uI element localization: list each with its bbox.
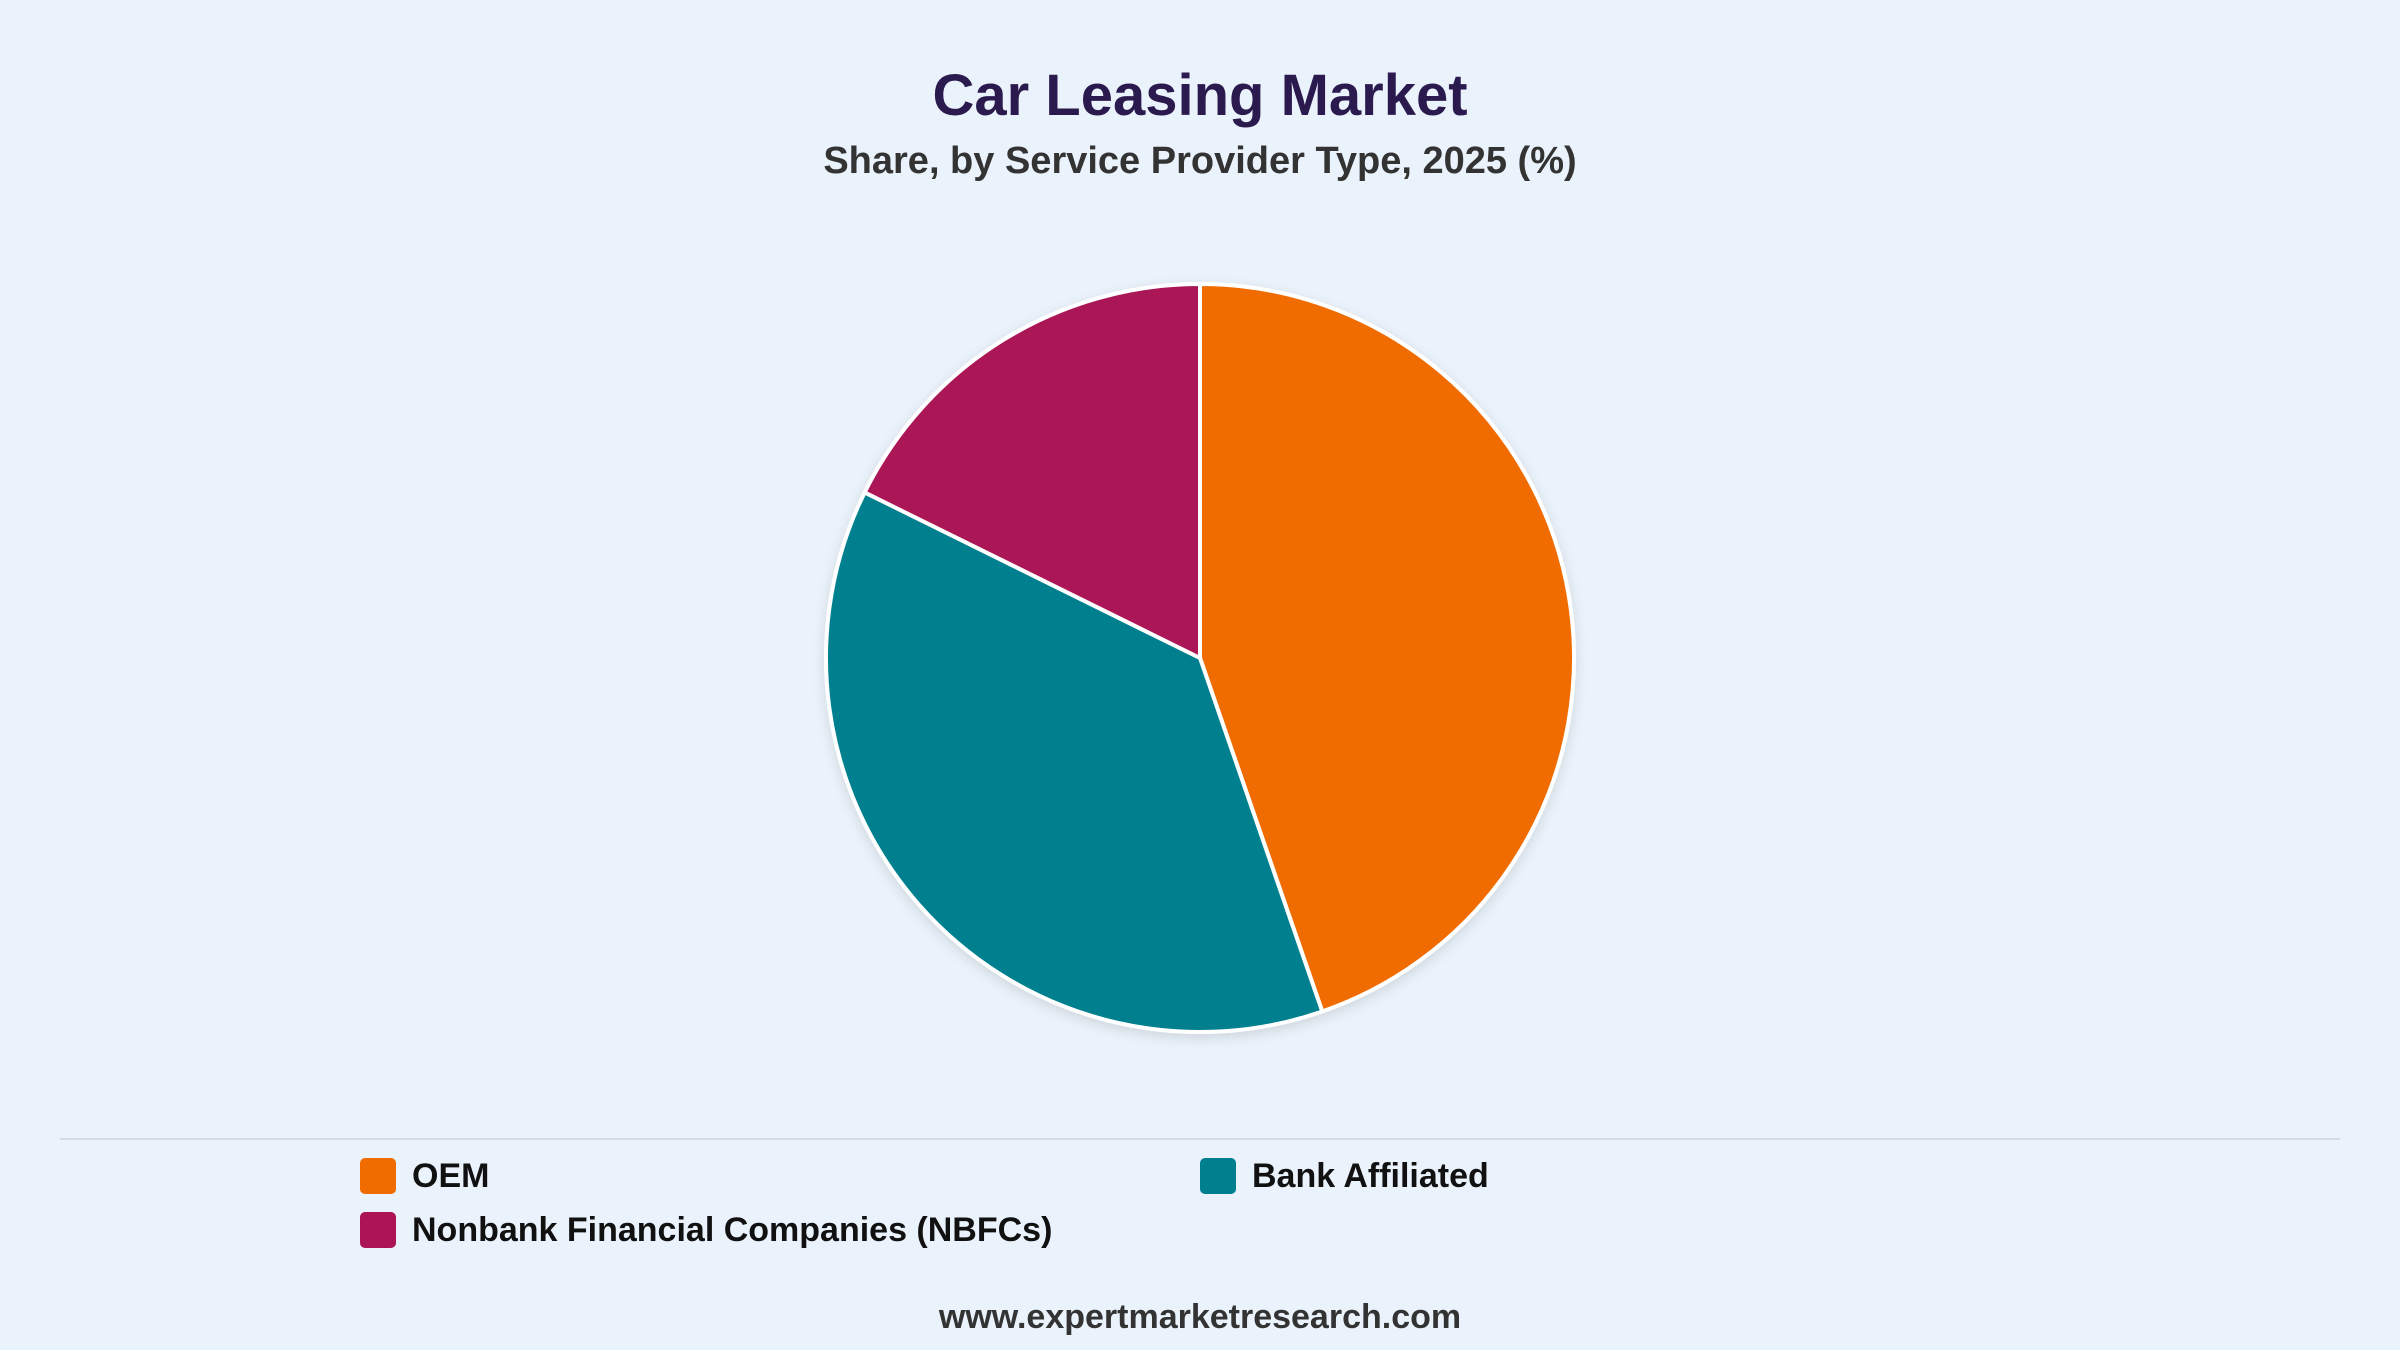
pie-slice-bank-affiliated	[824, 490, 1325, 1034]
source-url: www.expertmarketresearch.com	[938, 1298, 1462, 1336]
chart-subtitle: Share, by Service Provider Type, 2025 (%…	[823, 140, 1577, 182]
pie-slice-nonbank-financial-companies-nbfcs	[862, 282, 1202, 660]
pie-chart	[824, 282, 1576, 1034]
chart-title: Car Leasing Market	[932, 63, 1468, 128]
legend-swatch-bank-affiliated	[1200, 1158, 1236, 1194]
legend-divider	[60, 1138, 2340, 1140]
legend-swatch-oem	[360, 1158, 396, 1194]
pie-slice-oem	[1198, 282, 1576, 1014]
legend-item-oem: OEM	[360, 1156, 489, 1196]
legend-swatch-nbfcs	[360, 1212, 396, 1248]
legend-label-bank-affiliated: Bank Affiliated	[1252, 1156, 1489, 1195]
legend-label-oem: OEM	[412, 1156, 490, 1195]
legend-label-nbfcs: Nonbank Financial Companies (NBFCs)	[412, 1210, 1053, 1249]
legend-item-bank-affiliated: Bank Affiliated	[1200, 1156, 1489, 1196]
legend-item-nbfcs: Nonbank Financial Companies (NBFCs)	[360, 1210, 1052, 1250]
